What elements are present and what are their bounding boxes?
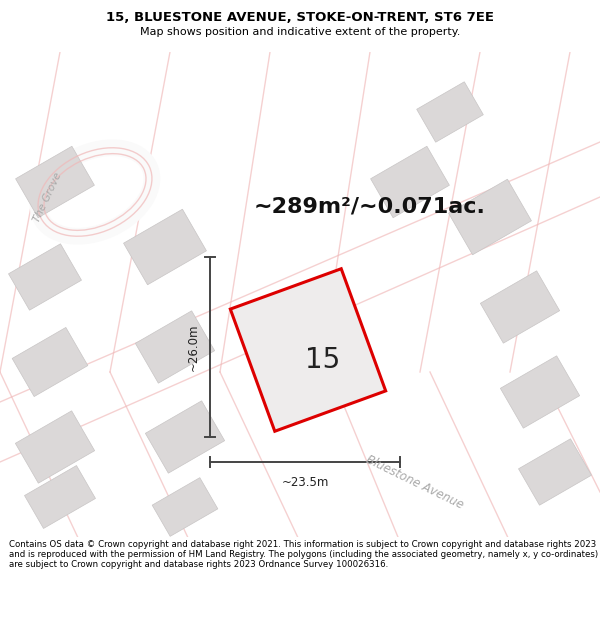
Polygon shape	[230, 269, 386, 431]
Text: ~26.0m: ~26.0m	[187, 323, 200, 371]
Polygon shape	[16, 411, 95, 483]
Polygon shape	[371, 146, 449, 217]
Polygon shape	[12, 328, 88, 396]
Polygon shape	[145, 401, 224, 473]
Polygon shape	[16, 146, 94, 217]
Polygon shape	[8, 244, 82, 310]
Text: ~23.5m: ~23.5m	[281, 476, 329, 489]
Text: 15, BLUESTONE AVENUE, STOKE-ON-TRENT, ST6 7EE: 15, BLUESTONE AVENUE, STOKE-ON-TRENT, ST…	[106, 11, 494, 24]
Text: The Grove: The Grove	[32, 171, 64, 224]
Polygon shape	[449, 179, 532, 255]
Polygon shape	[500, 356, 580, 428]
Polygon shape	[152, 478, 218, 536]
Text: Bluestone Avenue: Bluestone Avenue	[364, 452, 466, 511]
Polygon shape	[518, 439, 592, 505]
Polygon shape	[416, 82, 484, 142]
Polygon shape	[25, 466, 95, 529]
Polygon shape	[136, 311, 215, 383]
Polygon shape	[481, 271, 560, 343]
Text: 15: 15	[305, 346, 341, 374]
Text: Contains OS data © Crown copyright and database right 2021. This information is : Contains OS data © Crown copyright and d…	[9, 539, 598, 569]
Text: ~289m²/~0.071ac.: ~289m²/~0.071ac.	[254, 197, 486, 217]
Polygon shape	[124, 209, 206, 285]
Text: Map shows position and indicative extent of the property.: Map shows position and indicative extent…	[140, 28, 460, 38]
